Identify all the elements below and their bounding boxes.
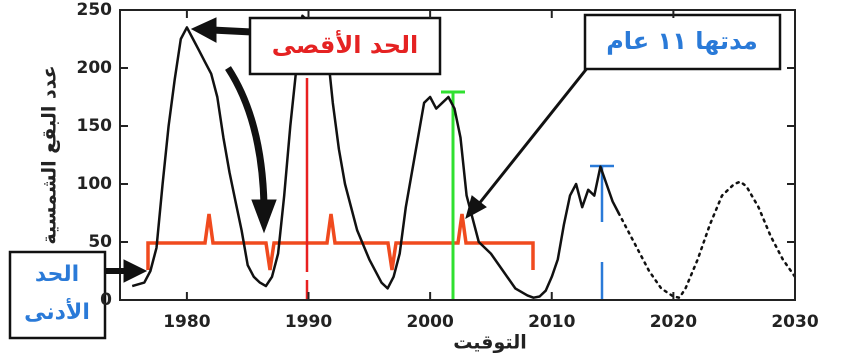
- annotation: الحد: [35, 262, 79, 287]
- y-tick-label: 0: [100, 290, 112, 310]
- cycle-bracket: [146, 213, 535, 271]
- x-tick-label: 2030: [771, 312, 818, 332]
- annotation-box: [583, 13, 782, 71]
- x-tick-label: 1980: [163, 312, 210, 332]
- y-axis-label: عدد البقع الشمسية: [39, 65, 61, 244]
- y-tick-label: 200: [77, 58, 113, 78]
- annotation-box: [8, 250, 107, 340]
- y-tick-label: 50: [88, 232, 112, 252]
- annotation: مدتها ١١ عام: [606, 27, 758, 55]
- annotation: الأدنى: [24, 297, 90, 325]
- x-tick-label: 2010: [528, 312, 575, 332]
- plot: [131, 14, 797, 299]
- x-tick-label: 1990: [285, 312, 332, 332]
- annotation-box: [248, 16, 442, 76]
- annotation: الحد الأقصى: [272, 30, 419, 59]
- plot-frame: [119, 9, 796, 301]
- x-axis-label: التوقيت: [453, 332, 527, 354]
- arrows: [105, 17, 602, 283]
- y-tick-label: 150: [77, 116, 113, 136]
- y-tick-label: 100: [77, 174, 113, 194]
- series-line: [617, 180, 797, 299]
- x-tick-label: 2000: [406, 312, 453, 332]
- y-tick-label: 250: [77, 0, 113, 20]
- x-tick-label: 2020: [650, 312, 697, 332]
- series-line: [131, 14, 620, 299]
